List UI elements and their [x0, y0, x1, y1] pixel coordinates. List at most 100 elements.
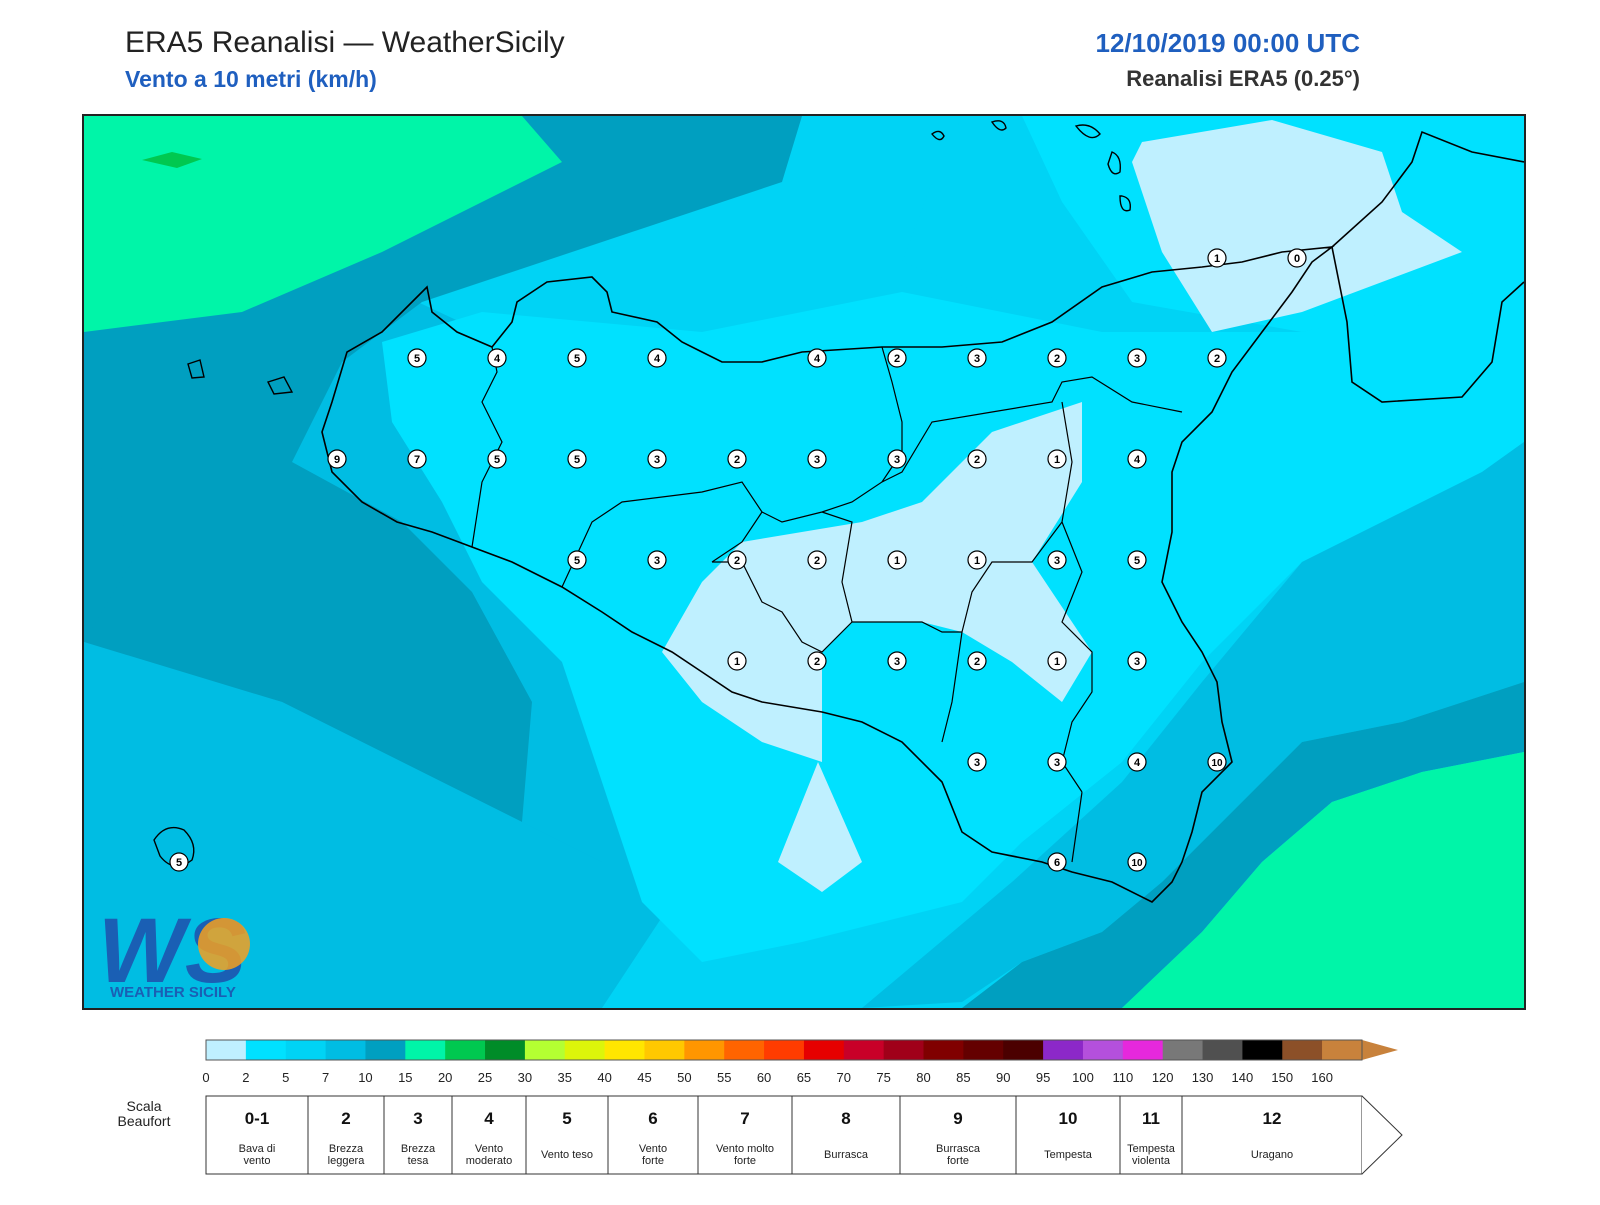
station-circle: [327, 449, 347, 469]
station-circle: [1207, 248, 1227, 268]
colorbar-segment: [764, 1040, 805, 1060]
station-circle: [1127, 550, 1147, 570]
colorbar-tick: 90: [996, 1070, 1010, 1085]
station-circle: [1047, 550, 1067, 570]
colorbar-tick: 130: [1192, 1070, 1214, 1085]
station-circle: [807, 550, 827, 570]
station-marker: 3: [887, 651, 907, 671]
station-value: 4: [494, 353, 501, 365]
beaufort-class: 8 Burrasca: [791, 1095, 901, 1175]
beaufort-arrow: [1361, 1095, 1403, 1175]
station-circle: [567, 449, 587, 469]
station-value: 3: [974, 353, 980, 365]
station-circle: [1047, 752, 1067, 772]
station-value: 3: [1054, 757, 1060, 769]
station-circle: [1127, 449, 1147, 469]
beaufort-number: 4: [484, 1109, 494, 1128]
station-marker: 2: [967, 449, 987, 469]
station-marker: 2: [807, 550, 827, 570]
colorbar-tick: 65: [797, 1070, 811, 1085]
station-value: 2: [974, 454, 980, 466]
station-value: 2: [894, 353, 900, 365]
colorbar-tick: 45: [637, 1070, 651, 1085]
island-salina: [1074, 124, 1101, 139]
colorbar-tick: 7: [322, 1070, 329, 1085]
beaufort-desc-2: forte: [734, 1155, 756, 1167]
model-label: Reanalisi ERA5 (0.25°): [1126, 66, 1360, 91]
beaufort-desc-2: moderato: [466, 1155, 512, 1167]
colorbar-tick: 2: [242, 1070, 249, 1085]
station-circle: [1127, 852, 1147, 872]
colorbar-tick: 120: [1152, 1070, 1174, 1085]
beaufort-label-1: Scala: [126, 1098, 161, 1114]
colorbar-segment: [803, 1040, 845, 1060]
field-10-15-east: [962, 682, 1524, 1008]
station-value: 4: [1134, 757, 1141, 769]
station-marker: 2: [807, 651, 827, 671]
station-value: 1: [1214, 253, 1220, 265]
station-circle: [807, 348, 827, 368]
station-marker: 2: [1047, 348, 1067, 368]
colorbar-tick: 85: [956, 1070, 970, 1085]
map-title: ERA5 Reanalisi — WeatherSicily: [125, 26, 565, 59]
station-marker: 4: [647, 348, 667, 368]
field-7-10-south: [84, 642, 622, 1008]
station-value: 5: [574, 353, 580, 365]
station-marker: 3: [647, 550, 667, 570]
station-value: 3: [974, 757, 980, 769]
beaufort-desc-1: Brezza: [401, 1143, 436, 1155]
station-circle: [647, 348, 667, 368]
station-circle: [967, 550, 987, 570]
station-value: 1: [1054, 454, 1060, 466]
station-marker: 3: [647, 449, 667, 469]
station-marker: 3: [1127, 348, 1147, 368]
station-value: 2: [734, 454, 740, 466]
colorbar-tick: 140: [1232, 1070, 1254, 1085]
beaufort-desc-2: leggera: [328, 1155, 366, 1167]
colorbar-segment: [365, 1040, 406, 1060]
station-value: 5: [414, 353, 420, 365]
station-marker: 1: [1047, 651, 1067, 671]
colorbar-tick: 0: [202, 1070, 209, 1085]
station-value: 2: [734, 555, 740, 567]
colorbar-arrow: [1322, 1040, 1398, 1060]
province-borders: [471, 346, 1183, 863]
map-subtitle: Vento a 10 metri (km/h): [125, 66, 377, 92]
colorbar-tick: 20: [438, 1070, 452, 1085]
colorbar-tick: 70: [837, 1070, 851, 1085]
legend-area: 0 2 5 7 10 15 20 25 30 35 40 45 50 55 60 65 70 75 80 85 90 95…: [0, 1030, 1600, 1200]
beaufort-box: [451, 1095, 527, 1175]
station-circle: [1127, 651, 1147, 671]
station-circle: [647, 550, 667, 570]
colorbar-segment: [1282, 1040, 1323, 1060]
beaufort-desc-1: Vento: [639, 1143, 667, 1155]
weather-sicily-logo: WS WEATHER SICILY: [98, 900, 250, 1002]
green-patch: [142, 152, 202, 168]
colorbar-tick: 60: [757, 1070, 771, 1085]
colorbar-tick: 100: [1072, 1070, 1094, 1085]
beaufort-class: 12 Uragano: [1181, 1095, 1363, 1175]
station-circle: [727, 550, 747, 570]
island-lipari: [1107, 151, 1132, 212]
beaufort-number: 12: [1263, 1109, 1282, 1128]
logo-sun-icon: [198, 918, 250, 970]
station-marker: 4: [1127, 449, 1147, 469]
station-value: 5: [494, 454, 500, 466]
station-marker: 5: [567, 449, 587, 469]
station-value: 3: [1054, 555, 1060, 567]
station-value: 1: [894, 555, 900, 567]
station-value: 10: [1211, 758, 1223, 769]
station-circle: [967, 651, 987, 671]
station-circle: [887, 550, 907, 570]
station-circle: [487, 449, 507, 469]
beaufort-class: 5 Vento teso: [525, 1095, 609, 1175]
station-circle: [807, 449, 827, 469]
station-circle: [967, 752, 987, 772]
island-alicudi: [990, 120, 1007, 131]
station-value: 0: [1294, 253, 1300, 265]
station-value: 3: [1134, 353, 1140, 365]
